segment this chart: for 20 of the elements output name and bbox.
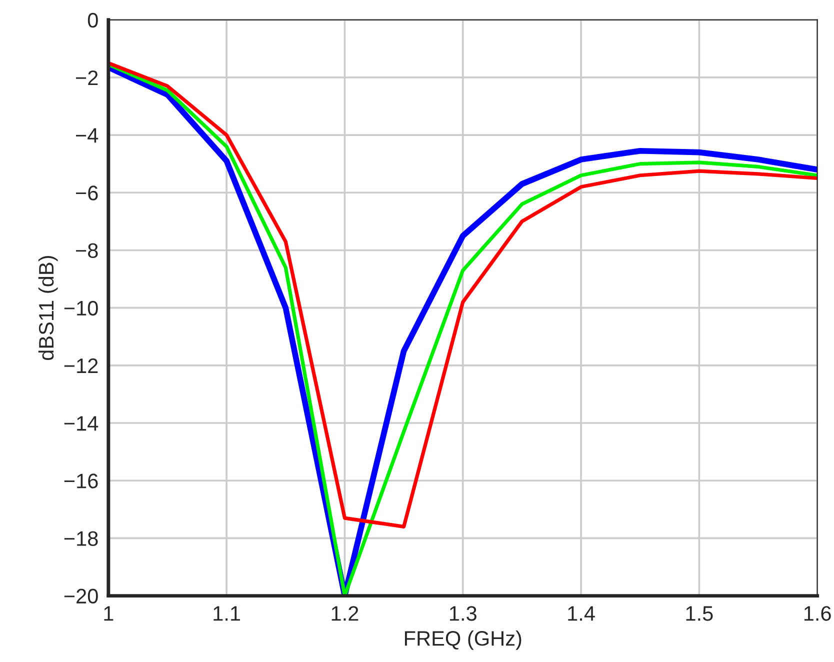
y-tick-label: −14 — [64, 416, 98, 431]
y-tick-label: −6 — [76, 186, 98, 200]
x-tick-label: 1.6 — [804, 606, 831, 621]
y-tick-label: −4 — [76, 128, 98, 143]
x-tick-label: 1.5 — [686, 606, 713, 621]
y-tick-label: −2 — [76, 70, 98, 86]
x-tick-label: 1.3 — [450, 606, 476, 621]
y-axis-title: dBS11 (dB) — [38, 256, 58, 360]
x-tick-label: 1.4 — [568, 606, 595, 621]
y-tick-label: −12 — [64, 358, 98, 373]
x-tick-label: 1 — [104, 606, 114, 621]
x-tick-label: 1.1 — [214, 606, 240, 621]
y-tick-label: 0 — [88, 12, 98, 28]
y-tick-label: −20 — [64, 588, 98, 604]
y-tick-label: −16 — [64, 474, 98, 488]
x-tick-label: 1.2 — [332, 606, 358, 621]
y-tick-label: −8 — [76, 243, 98, 258]
x-axis-title: FREQ (GHz) — [404, 630, 522, 650]
y-tick-label: −10 — [64, 300, 98, 316]
y-tick-label: −18 — [64, 531, 98, 546]
